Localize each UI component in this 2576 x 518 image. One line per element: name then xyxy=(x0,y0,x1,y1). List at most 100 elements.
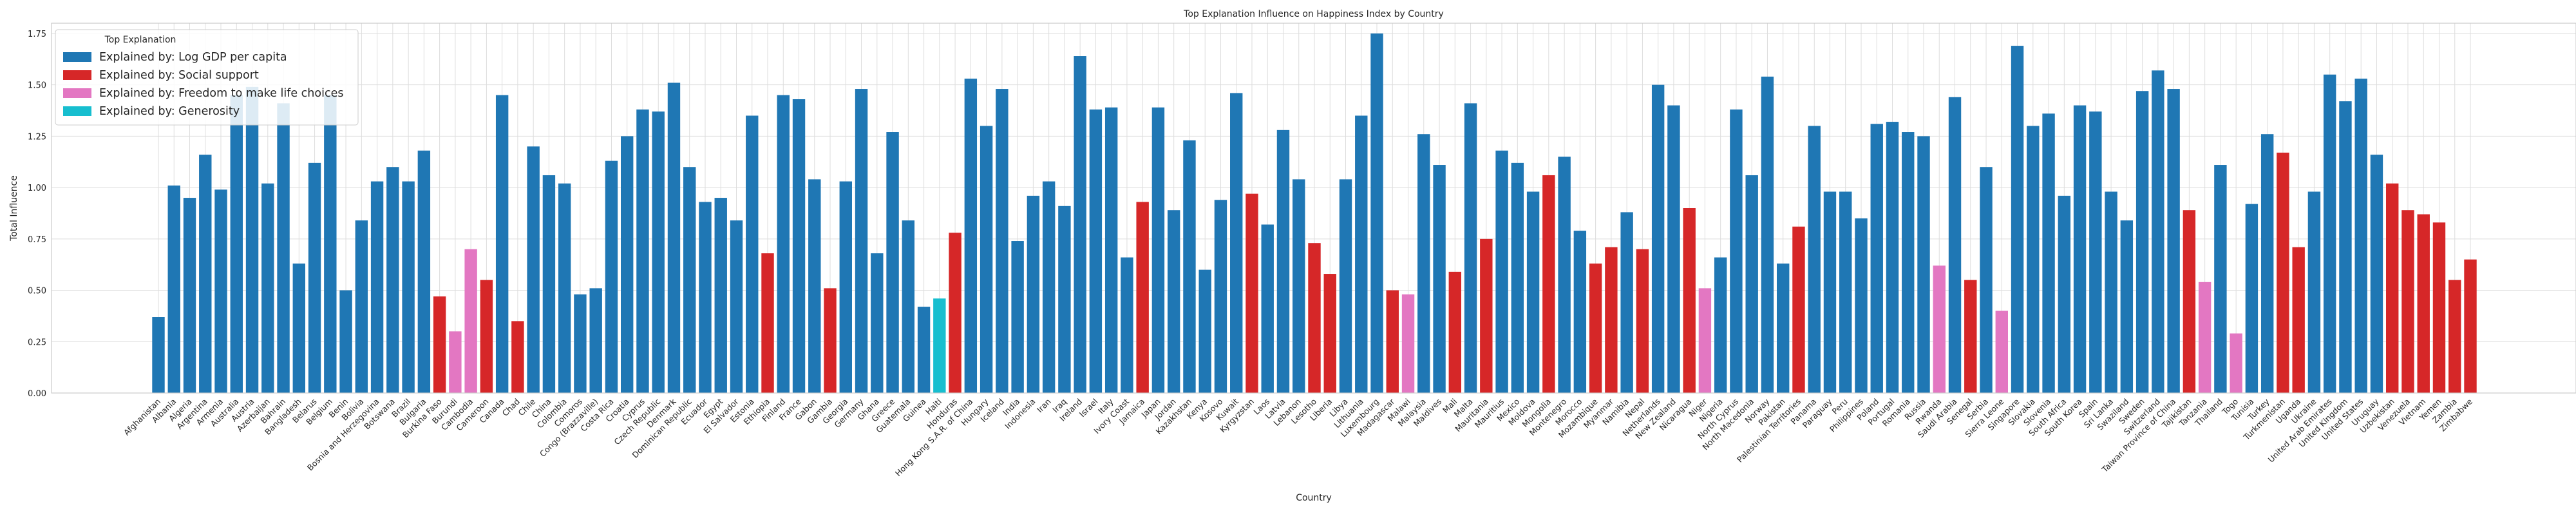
bar-latvia xyxy=(1276,130,1290,394)
bar-iceland xyxy=(996,89,1009,394)
bar-israel xyxy=(1089,109,1103,393)
bar-kenya xyxy=(1198,269,1211,393)
bar-france xyxy=(792,99,806,393)
bar-senegal xyxy=(1964,280,1977,393)
bar-burkina-faso xyxy=(433,296,446,393)
bar-el-salvador xyxy=(730,220,743,393)
bar-liberia xyxy=(1323,274,1336,393)
legend-label: Explained by: Social support xyxy=(99,69,259,82)
chart-title: Top Explanation Influence on Happiness I… xyxy=(1183,9,1444,19)
bar-germany xyxy=(855,89,868,394)
bar-brazil xyxy=(402,181,415,393)
bar-chad xyxy=(511,321,524,393)
bar-palestinian-territories xyxy=(1792,226,1805,393)
plot-area-frame xyxy=(51,23,2576,394)
bar-mongolia xyxy=(1542,175,1555,393)
y-tick-label: 0.00 xyxy=(28,389,46,399)
bar-ethiopia xyxy=(761,253,774,393)
bar-lebanon xyxy=(1293,179,1305,393)
bar-chile xyxy=(527,146,540,394)
bar-cameroon xyxy=(480,280,493,393)
bar-congo-brazzaville- xyxy=(589,288,602,393)
bar-sierra-leone xyxy=(1995,311,2008,393)
y-tick-label: 1.00 xyxy=(28,184,46,193)
bar-cyprus xyxy=(636,109,649,393)
bar-zimbabwe xyxy=(2464,259,2477,393)
bar-botswana xyxy=(386,167,399,393)
bar-new-zealand xyxy=(1667,105,1680,394)
bar-malta xyxy=(1464,103,1477,393)
bar-romania xyxy=(1902,132,1915,393)
bar-belarus xyxy=(308,162,321,393)
bar-bulgaria xyxy=(417,150,431,393)
bar-colombia xyxy=(558,183,571,393)
bar-serbia xyxy=(1980,167,1993,393)
bar-thailand xyxy=(2214,165,2227,393)
bar-ghana xyxy=(871,253,884,393)
bar-moldova xyxy=(1526,191,1540,393)
bar-greece xyxy=(886,132,899,393)
bar-spain xyxy=(2089,111,2102,393)
bar-gabon xyxy=(808,179,821,393)
bar-cambodia xyxy=(464,249,477,393)
bar-algeria xyxy=(183,198,196,393)
y-tick-label: 1.75 xyxy=(28,30,46,39)
bar-singapore xyxy=(2011,46,2024,394)
bar-georgia xyxy=(839,181,852,393)
bar-sri-lanka xyxy=(2105,191,2117,393)
bar-italy xyxy=(1104,107,1118,393)
bar-malaysia xyxy=(1417,134,1430,393)
y-axis-label: Total Influence xyxy=(9,175,19,242)
bar-ivory-coast xyxy=(1121,257,1133,393)
bar-armenia xyxy=(214,189,227,393)
bar-hong-kong-s-a-r-of-china xyxy=(964,79,978,393)
bar-libya xyxy=(1339,179,1352,393)
bar-maldives xyxy=(1433,165,1446,393)
legend-swatch xyxy=(63,52,91,62)
bar-switzerland xyxy=(2152,70,2164,393)
bar-niger xyxy=(1698,288,1712,393)
y-tick-label: 0.75 xyxy=(28,235,46,245)
bar-poland xyxy=(1870,124,1883,393)
bar-mali xyxy=(1448,271,1462,393)
bar-south-africa xyxy=(2058,195,2071,393)
bar-philippines xyxy=(1855,218,1868,393)
bar-denmark xyxy=(667,82,681,393)
bar-turkmenistan xyxy=(2277,152,2289,393)
bar-morocco xyxy=(1573,231,1587,393)
bar-mexico xyxy=(1511,162,1524,393)
bar-bolivia xyxy=(355,220,368,393)
bar-kazakhstan xyxy=(1183,140,1196,393)
legend-label: Explained by: Generosity xyxy=(99,105,240,118)
bar-venezuela xyxy=(2401,210,2414,393)
bar-taiwan-province-of-china xyxy=(2167,89,2180,394)
bar-jamaica xyxy=(1136,202,1149,393)
bar-canada xyxy=(495,95,509,393)
bar-bosnia-and-herzegovina xyxy=(370,181,384,393)
bar-hungary xyxy=(980,126,993,393)
y-tick-label: 1.50 xyxy=(28,81,46,91)
bar-mauritius xyxy=(1495,150,1508,393)
bar-slovenia xyxy=(2042,113,2055,394)
bar-united-kingdom xyxy=(2339,101,2352,393)
y-tick-label: 1.25 xyxy=(28,132,46,142)
bar-guinea xyxy=(917,307,931,393)
bar-bahrain xyxy=(277,103,290,393)
bar-kosovo xyxy=(1214,200,1227,393)
bar-nicaragua xyxy=(1683,208,1696,393)
bar-sweden xyxy=(2136,91,2149,393)
bar-ecuador xyxy=(699,202,712,393)
legend-swatch xyxy=(63,106,91,116)
bar-nepal xyxy=(1636,249,1649,393)
bar-pakistan xyxy=(1777,264,1790,393)
bar-argentina xyxy=(199,155,212,394)
bar-myanmar xyxy=(1605,247,1618,393)
bar-portugal xyxy=(1886,122,1899,394)
bar-luxembourg xyxy=(1370,33,1383,393)
bar-norway xyxy=(1761,76,1774,394)
legend: Top Explanation Explained by: Log GDP pe… xyxy=(55,29,359,126)
bar-austria xyxy=(245,86,259,393)
bar-tunisia xyxy=(2245,204,2259,393)
bar-mozambique xyxy=(1589,264,1602,393)
